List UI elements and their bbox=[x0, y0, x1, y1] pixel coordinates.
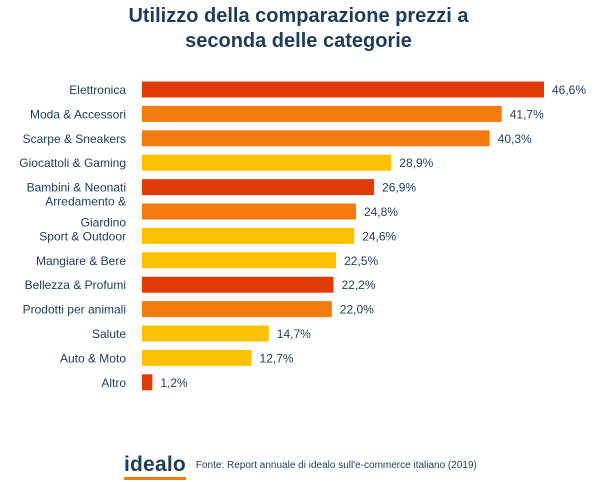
value-label: 26,9% bbox=[382, 181, 416, 195]
bar bbox=[142, 252, 337, 269]
category-label: Bambini & Neonati bbox=[27, 181, 126, 195]
value-label: 46,6% bbox=[552, 83, 586, 97]
chart-title: Utilizzo della comparazione prezzi a sec… bbox=[0, 4, 597, 54]
idealo-logo: idealo bbox=[124, 453, 186, 480]
value-label: 22,2% bbox=[342, 278, 376, 292]
value-label: 22,5% bbox=[344, 254, 378, 268]
category-label: Auto & Moto bbox=[60, 351, 126, 365]
logo-text: idealo bbox=[124, 453, 186, 476]
category-label: Arredamento & bbox=[45, 195, 126, 209]
logo-underline bbox=[124, 477, 186, 480]
bar bbox=[142, 105, 502, 122]
bar bbox=[142, 203, 356, 220]
value-label: 40,3% bbox=[498, 132, 532, 146]
category-label: Bellezza & Profumi bbox=[25, 278, 126, 292]
footer: idealo Fonte: Report annuale di idealo s… bbox=[124, 452, 477, 480]
bar bbox=[142, 301, 332, 318]
category-label: Elettronica bbox=[69, 83, 126, 97]
bar bbox=[142, 325, 269, 342]
category-label: Moda & Accessori bbox=[30, 107, 126, 121]
source-note: Fonte: Report annuale di idealo sull'e-c… bbox=[195, 459, 477, 471]
value-label: 24,6% bbox=[362, 229, 396, 243]
category-label: Giardino bbox=[81, 216, 127, 230]
category-label: Sport & Outdoor bbox=[39, 229, 126, 243]
value-label: 12,7% bbox=[260, 351, 294, 365]
category-label: Prodotti per animali bbox=[23, 303, 126, 317]
bar bbox=[142, 154, 392, 171]
category-label: Salute bbox=[92, 327, 126, 341]
value-label: 22,0% bbox=[340, 303, 374, 317]
bar bbox=[142, 349, 252, 366]
category-label: Giocattoli & Gaming bbox=[19, 156, 126, 170]
value-label: 14,7% bbox=[277, 327, 311, 341]
chart-title-line-2: seconda delle categorie bbox=[185, 30, 412, 52]
value-label: 41,7% bbox=[510, 107, 544, 121]
category-label: Mangiare & Bere bbox=[36, 254, 126, 268]
bar bbox=[142, 81, 544, 98]
value-label: 28,9% bbox=[399, 156, 433, 170]
bar bbox=[142, 374, 153, 391]
bar bbox=[142, 276, 334, 293]
chart-title-line-1: Utilizzo della comparazione prezzi a bbox=[128, 5, 469, 27]
value-label: 24,8% bbox=[364, 205, 398, 219]
value-label: 1,2% bbox=[160, 376, 188, 390]
category-label: Altro bbox=[101, 376, 126, 390]
category-label: Scarpe & Sneakers bbox=[23, 132, 126, 146]
bar bbox=[142, 179, 375, 196]
bar bbox=[142, 227, 355, 244]
bar bbox=[142, 130, 490, 147]
